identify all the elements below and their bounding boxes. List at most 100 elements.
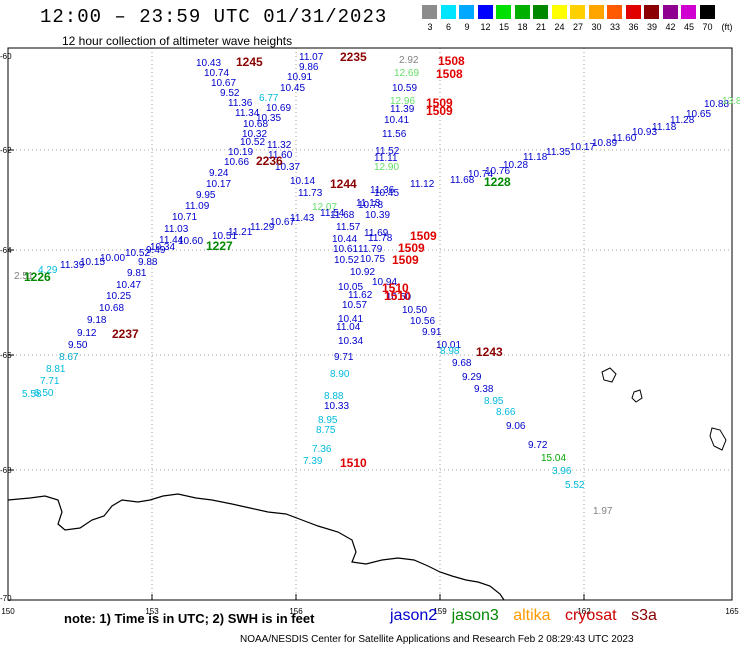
latitude-label: -62 [0, 146, 12, 155]
wave-height-value: 10.39 [365, 210, 390, 221]
wave-height-value: 10.67 [270, 217, 295, 228]
pass-time-label: 1245 [236, 55, 263, 69]
color-scale-unit: (ft) [721, 22, 733, 32]
color-swatch [607, 5, 622, 19]
wave-height-value: 10.69 [266, 103, 291, 114]
color-scale-label: 33 [609, 22, 620, 32]
wave-height-value: 13.1 [0, 0, 20, 3]
color-scale-label: 39 [646, 22, 657, 32]
antarctic-coastline [7, 493, 505, 601]
color-swatch [459, 5, 474, 19]
wave-height-value: 9.52 [220, 88, 240, 99]
color-swatch [644, 5, 659, 19]
island-1 [601, 367, 617, 383]
wave-height-value: 10.65 [686, 109, 711, 120]
wave-height-value: 11.69 [364, 228, 389, 239]
pass-time-label: 1244 [330, 177, 357, 191]
wave-height-value: 10.51 [212, 231, 237, 242]
wave-height-value: 10.75 [360, 254, 385, 265]
color-swatch [496, 5, 511, 19]
latitude-label: -60 [0, 52, 12, 61]
wave-height-value: 10.19 [228, 147, 253, 158]
latitude-label: -64 [0, 246, 12, 255]
wave-height-value: 10.52 [334, 255, 359, 266]
wave-height-value: 11.12 [410, 179, 435, 190]
color-swatch [699, 5, 715, 19]
wave-height-value: 10.14 [290, 176, 315, 187]
wave-height-value: 11.73 [298, 188, 323, 199]
wave-height-value: 2.51 [14, 271, 34, 282]
wave-height-value: 11.36 [370, 185, 395, 196]
wave-height-value: 9.12 [77, 328, 97, 339]
wave-height-value: 10.41 [384, 115, 409, 126]
graticule [8, 48, 732, 600]
wave-height-value: 10.01 [436, 340, 461, 351]
pass-time-label: 1509 [398, 241, 425, 255]
wave-height-value: 11.04 [336, 322, 361, 333]
wave-height-value: 10.28 [503, 160, 528, 171]
wave-height-value: 11.28 [670, 115, 695, 126]
wave-height-value: 9.95 [196, 190, 216, 201]
wave-height-value: 7.36 [312, 444, 332, 455]
pass-time-label: 1509 [426, 104, 453, 118]
wave-height-value: 11.18 [652, 122, 677, 133]
wave-height-value: 4.29 [38, 265, 58, 276]
wave-height-value: 10.45 [374, 188, 399, 199]
wave-height-value: 10.76 [485, 166, 510, 177]
wave-height-value: 11.13 [356, 198, 381, 209]
color-swatch [662, 5, 678, 19]
wave-height-value: 11.34 [235, 108, 260, 119]
wave-height-value: 11.03 [164, 224, 189, 235]
pass-time-label: 1227 [206, 239, 233, 253]
wave-height-value: 10.17 [570, 142, 595, 153]
wave-height-value: 9.38 [474, 384, 494, 395]
wave-height-value: 10.43 [196, 58, 221, 69]
color-scale-label: 6 [445, 22, 451, 32]
wave-height-value: 10.45 [280, 83, 305, 94]
wave-height-value: 12.96 [390, 96, 415, 107]
pass-time-label: 1510 [382, 281, 409, 295]
satellite-altika: altika [513, 607, 551, 624]
wave-height-value: 9.91 [422, 327, 442, 338]
wave-height-value: 13.80 [722, 96, 740, 107]
wave-height-value: 9.72 [528, 440, 548, 451]
wave-height-value: 6.77 [259, 93, 279, 104]
wave-height-value: 10.44 [332, 234, 357, 245]
wave-height-value: 11.35 [546, 147, 571, 158]
satellite-jason3: jason3 [451, 607, 499, 624]
wave-height-value: 10.05 [338, 282, 363, 293]
color-scale-label: 9 [464, 22, 470, 32]
wave-height-value: 11.21 [228, 227, 253, 238]
longitude-label: 150 [1, 607, 15, 616]
wave-height-value: 8.95 [484, 396, 504, 407]
pass-time-label: 1509 [392, 253, 419, 267]
longitude-label: 159 [433, 607, 447, 616]
wave-height-value: 11.09 [185, 201, 210, 212]
wave-height-value: 8.75 [316, 425, 336, 436]
island-3 [709, 427, 727, 451]
pass-time-label: 1508 [436, 67, 463, 81]
color-scale-label: 30 [591, 22, 602, 32]
color-swatch [440, 5, 456, 19]
wave-height-value: 10.60 [178, 236, 203, 247]
longitude-labels: 150 153 156 159 162 165 [1, 607, 739, 616]
satellite-cryosat: cryosat [565, 607, 617, 624]
wave-height-value: 10.61 [333, 244, 358, 255]
wave-height-value: 10.94 [372, 277, 397, 288]
wave-height-value: 8.66 [496, 407, 516, 418]
wave-height-value: 10.34 [150, 242, 175, 253]
latitude-label: -68 [0, 466, 12, 475]
wave-height-value: 9.29 [462, 372, 482, 383]
note-text: note: 1) Time is in UTC; 2) SWH is in fe… [64, 611, 315, 626]
footer-credit: NOAA/NESDIS Center for Satellite Applica… [240, 634, 634, 645]
wave-height-value: 10.59 [392, 83, 417, 94]
wave-height-value: 10.66 [224, 157, 249, 168]
color-swatch [533, 5, 548, 19]
wave-height-value: 15.04 [541, 453, 566, 464]
color-scale-label: 27 [572, 22, 583, 32]
wave-height-value: 6.50 [34, 388, 54, 399]
color-scale-label: 70 [702, 22, 713, 32]
wave-height-value: 9.81 [127, 268, 147, 279]
wave-height-value: 10.71 [172, 212, 197, 223]
longitude-label: 165 [725, 607, 739, 616]
